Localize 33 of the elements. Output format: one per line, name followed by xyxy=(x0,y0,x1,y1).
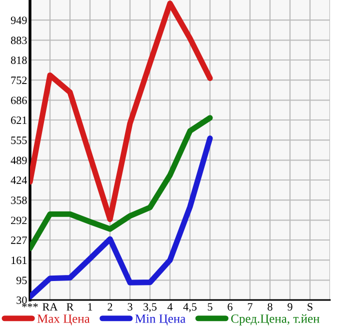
x-tick-label: S xyxy=(308,303,312,311)
x-tick-label: 9 xyxy=(288,303,292,311)
x-tick-label: 8 xyxy=(268,303,272,311)
x-tick-label: 2 xyxy=(108,303,112,310)
y-tick-label: 30 xyxy=(16,296,27,304)
y-tick-label: 621 xyxy=(11,116,27,124)
y-tick-label: 489 xyxy=(10,156,27,164)
x-tick-label: 4 xyxy=(167,303,173,310)
legend-label: Max Цена xyxy=(37,314,90,326)
x-tick-label: 4,5 xyxy=(183,303,197,312)
y-tick-label: 292 xyxy=(11,216,27,224)
x-tick-label: 6 xyxy=(228,303,232,311)
x-tick-label: RA xyxy=(42,303,58,310)
y-tick-label: 227 xyxy=(11,236,27,244)
y-tick-label: 752 xyxy=(11,76,27,84)
x-tick-label: 1 xyxy=(88,303,92,310)
y-tick-label: 555 xyxy=(11,136,27,144)
y-tick-label: 883 xyxy=(10,36,27,44)
x-tick-label: 7 xyxy=(248,303,252,310)
y-tick-label: 161 xyxy=(12,256,27,264)
y-tick-label: 358 xyxy=(11,196,27,204)
legend-label: Сред.Цена, т.йен xyxy=(231,314,320,326)
y-tick-label: 686 xyxy=(11,96,27,104)
x-tick-label: 3,5 xyxy=(144,303,157,312)
x-tick-label: *** xyxy=(22,303,38,308)
y-tick-label: 95 xyxy=(16,276,27,284)
y-tick-label: 424 xyxy=(10,176,28,184)
legend-label: Min Цена xyxy=(135,314,186,326)
y-tick-label: 949 xyxy=(10,16,27,24)
x-tick-label: 3 xyxy=(128,303,132,311)
y-tick-label: 818 xyxy=(10,56,27,64)
x-tick-label: R xyxy=(66,303,74,310)
x-tick-label: 5 xyxy=(208,303,212,311)
